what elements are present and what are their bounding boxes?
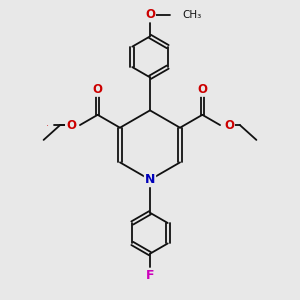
Text: O: O xyxy=(145,8,155,21)
Text: F: F xyxy=(146,269,154,282)
Text: O: O xyxy=(224,118,234,132)
Text: N: N xyxy=(145,173,155,186)
Text: O: O xyxy=(93,83,103,96)
Text: CH₃: CH₃ xyxy=(182,10,202,20)
Text: O: O xyxy=(197,83,207,96)
Text: O: O xyxy=(47,124,48,126)
Text: O: O xyxy=(66,118,76,132)
